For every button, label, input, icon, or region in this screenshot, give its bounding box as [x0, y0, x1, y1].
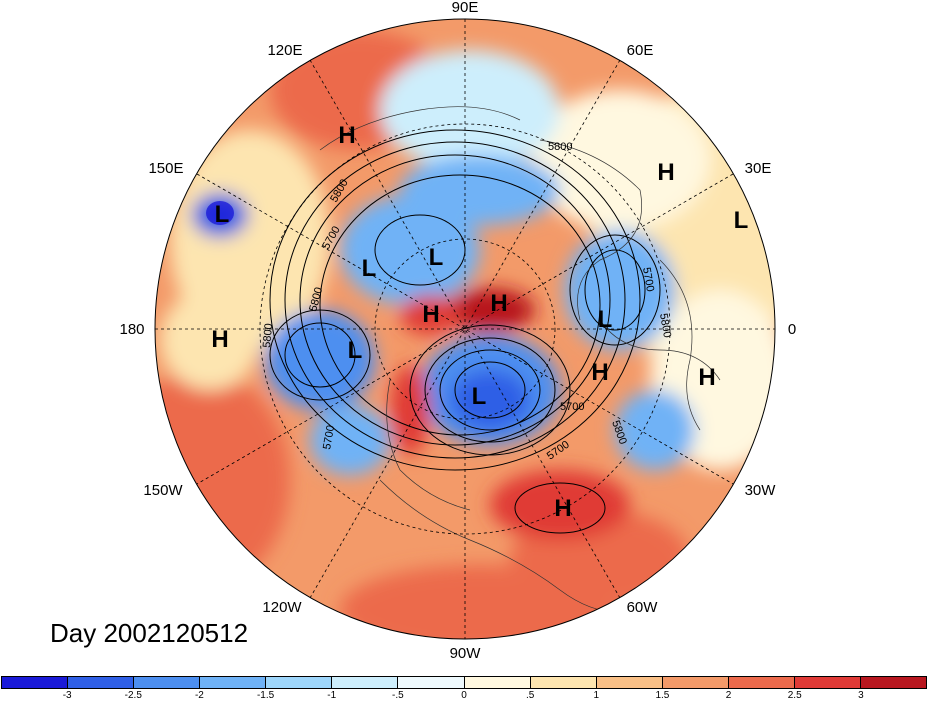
colorbar-swatch: [728, 677, 795, 688]
colorbar-swatch: [68, 677, 135, 688]
high-center: H: [211, 326, 228, 353]
low-center: L: [362, 255, 377, 282]
lon-label-30e: 30E: [745, 160, 772, 177]
colorbar-swatch: [596, 677, 663, 688]
contour-label: 5800: [548, 141, 572, 153]
lon-label-120e: 120E: [267, 42, 302, 59]
lon-label-150w: 150W: [143, 482, 183, 499]
high-center: H: [591, 359, 608, 386]
colorbar-swatch: [266, 677, 333, 688]
low-center: L: [348, 337, 363, 364]
colorbar-tick-label: -1.5: [256, 690, 275, 701]
low-center: L: [472, 383, 487, 410]
longitude-labels: 90E 60E 30E 0 30W 60W 90W 120W 150W 180 …: [119, 0, 796, 662]
contour-label: 5800: [657, 312, 673, 338]
lon-label-0: 0: [788, 321, 796, 338]
colorbar-tick-label: -1: [327, 690, 337, 701]
colorbar-tick-label: -3: [62, 690, 72, 701]
map-title: Day 2002120512: [50, 618, 249, 648]
lon-label-90w: 90W: [450, 645, 482, 662]
high-center: H: [490, 290, 507, 317]
colorbar-swatch: [794, 677, 862, 688]
high-center: H: [554, 495, 571, 522]
lon-label-60w: 60W: [627, 599, 659, 616]
colorbar-tick-label: 0: [461, 690, 467, 701]
contour-label: 5700: [640, 266, 656, 292]
colorbar-tick-label: -2.5: [124, 690, 142, 701]
lon-label-120w: 120W: [262, 599, 302, 616]
colorbar-tick-label: -.5: [392, 690, 404, 701]
contour-label: 5800: [261, 323, 275, 348]
low-center: L: [734, 207, 749, 234]
lon-label-60e: 60E: [627, 42, 654, 59]
colorbar: [1, 676, 927, 689]
lon-label-150e: 150E: [148, 160, 183, 177]
pressure-centers: H L H L L L H H L L H L H H H: [211, 122, 748, 522]
high-center: H: [338, 122, 355, 149]
colorbar-swatch: [530, 677, 597, 688]
lon-label-90e: 90E: [452, 0, 479, 16]
colorbar-swatch: [398, 677, 465, 688]
high-center: H: [422, 301, 439, 328]
low-center: L: [598, 306, 613, 333]
colorbar-swatch: [662, 677, 729, 688]
geopotential-contours: [269, 129, 661, 534]
colorbar-swatch: [2, 677, 69, 688]
high-center: H: [698, 364, 715, 391]
colorbar-tick-label: .5: [525, 690, 535, 701]
colorbar-swatch: [200, 677, 267, 688]
colorbar-tick-label: 1.5: [655, 690, 670, 701]
colorbar-swatch: [464, 677, 531, 688]
map-boundary: [154, 18, 776, 640]
colorbar-tick-label: 1: [593, 690, 600, 701]
colorbar-tick-label: 2.5: [787, 690, 802, 701]
colorbar-tick-label: -2: [194, 690, 204, 701]
colorbar-swatch: [861, 677, 927, 688]
colorbar-labels: -3 -2.5 -2 -1.5 -1 -.5 0 .5 1 1.5 2 2.5 3: [0, 690, 928, 702]
contour-label: 5700: [560, 401, 584, 413]
low-center: L: [429, 244, 444, 271]
lon-label-180: 180: [119, 321, 144, 338]
graticule: [155, 19, 775, 639]
colorbar-tick-label: 2: [725, 690, 732, 701]
low-center: L: [215, 201, 230, 228]
colorbar-swatch: [134, 677, 201, 688]
contour-label: 5700: [321, 424, 337, 450]
colorbar-swatch: [332, 677, 399, 688]
lon-label-30w: 30W: [745, 482, 777, 499]
high-center: H: [657, 159, 674, 186]
colorbar-tick-label: 3: [858, 690, 864, 701]
